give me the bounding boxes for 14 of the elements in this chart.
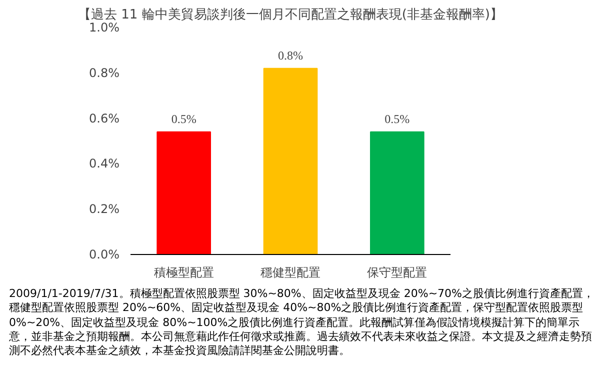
x-tick-label: 積極型配置: [154, 266, 214, 280]
text: 2009/1/1-2019/7/31。積極型配置依照股票型 30%~80%、固定收益型及現金 20%~70%之股債比例進行資產配置，穩健型配置依照股票型 20%~60%、固定收益型及現金 40%~80%之股債比例進行資產配置，保守型配置依照股票型 0%~20%、固定收益型及現金 80%~100%之股債比例進行資產配置。此報酬試算僅為假設情境模擬計算下的簡單示意，並非基金之預期報酬。本公司無意藉此作任何徵求或推薦。過去績效不代表未來收益之保證。本文提及之經濟走勢預測不必然代表本基金之績效，本基金投資風險請詳閱基金公開說明書。: [9, 287, 595, 358]
x-tick-label: 穩健型配置: [260, 266, 320, 280]
data-label: 0.5%: [384, 112, 410, 126]
y-tick-label: 0.0%: [89, 248, 120, 262]
y-tick-label: 0.4%: [89, 156, 120, 171]
y-tick-label: 1.0%: [89, 20, 120, 34]
x-tick-label: 保守型配置: [367, 266, 428, 280]
data-label: 0.5%: [171, 112, 196, 126]
y-tick-label: 0.2%: [89, 202, 120, 216]
data-label: 0.8%: [278, 48, 303, 62]
y-tick-label: 0.8%: [89, 66, 120, 80]
chart-title: 【過去 11 輪中美貿易談判後一個月不同配置之報酬表現(非基金報酬率)】: [78, 6, 503, 22]
y-tick-label: 0.6%: [89, 111, 120, 126]
